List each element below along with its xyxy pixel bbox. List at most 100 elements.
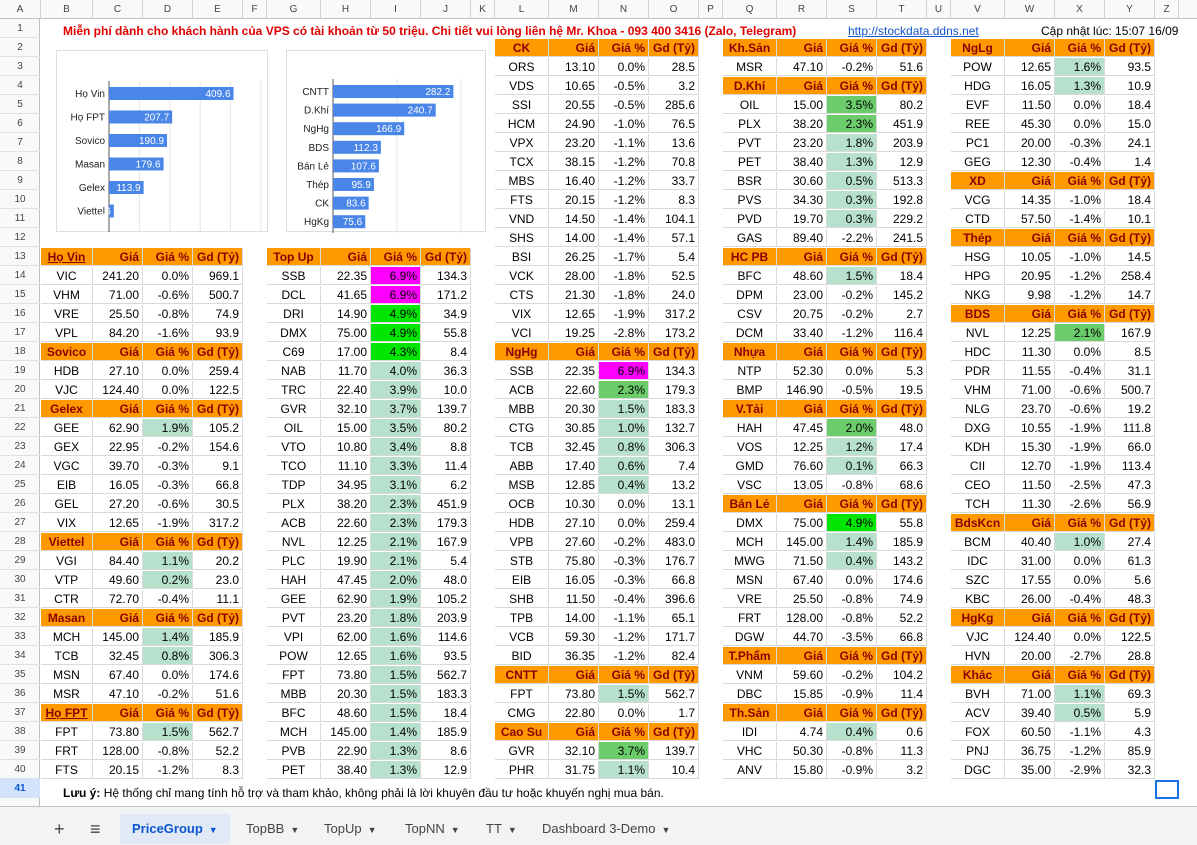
header-volume[interactable]: Gd (Tỷ)	[877, 704, 927, 722]
ticker-cell[interactable]: VSC	[723, 476, 777, 494]
sheet-tab-pricegroup[interactable]: PriceGroup ▼	[120, 814, 230, 844]
volume-cell[interactable]: 28.8	[1105, 647, 1155, 665]
ticker-cell[interactable]: SSB	[267, 267, 321, 285]
pct-change-cell[interactable]: -0.9%	[827, 761, 877, 779]
pct-change-cell[interactable]: -0.6%	[1055, 400, 1105, 418]
pct-change-cell[interactable]: -0.2%	[827, 286, 877, 304]
header-price[interactable]: Giá	[777, 248, 827, 266]
price-cell[interactable]: 60.50	[1005, 723, 1055, 741]
ticker-cell[interactable]: PNJ	[951, 742, 1005, 760]
volume-cell[interactable]: 173.2	[649, 324, 699, 342]
price-cell[interactable]: 84.40	[93, 552, 143, 570]
pct-change-cell[interactable]: 0.0%	[1055, 552, 1105, 570]
ticker-cell[interactable]: GVR	[495, 742, 549, 760]
header-volume[interactable]: Gd (Tỷ)	[193, 248, 243, 266]
group-header-h-fpt[interactable]: Họ FPT	[41, 704, 93, 722]
pct-change-cell[interactable]: 0.4%	[827, 723, 877, 741]
group-header-kh-s-n[interactable]: Kh.Sản	[723, 39, 777, 57]
price-cell[interactable]: 47.10	[777, 58, 827, 76]
ticker-cell[interactable]: ANV	[723, 761, 777, 779]
pct-change-cell[interactable]: 0.3%	[827, 210, 877, 228]
volume-cell[interactable]: 185.9	[193, 628, 243, 646]
volume-cell[interactable]: 93.5	[1105, 58, 1155, 76]
row-header-31[interactable]: 31	[0, 589, 40, 608]
header-pct[interactable]: Giá %	[827, 39, 877, 57]
volume-cell[interactable]: 1.7	[649, 704, 699, 722]
volume-cell[interactable]: 11.4	[421, 457, 471, 475]
volume-cell[interactable]: 396.6	[649, 590, 699, 608]
ticker-cell[interactable]: TCX	[495, 153, 549, 171]
volume-cell[interactable]: 3.2	[877, 761, 927, 779]
row-header-26[interactable]: 26	[0, 494, 40, 513]
pct-change-cell[interactable]: 0.0%	[827, 362, 877, 380]
group-header-sovico[interactable]: Sovico	[41, 343, 93, 361]
price-cell[interactable]: 84.20	[93, 324, 143, 342]
volume-cell[interactable]: 500.7	[193, 286, 243, 304]
ticker-cell[interactable]: OCB	[495, 495, 549, 513]
ticker-cell[interactable]: PVB	[267, 742, 321, 760]
volume-cell[interactable]: 2.7	[877, 305, 927, 323]
price-cell[interactable]: 23.70	[1005, 400, 1055, 418]
price-cell[interactable]: 11.10	[321, 457, 371, 475]
volume-cell[interactable]: 5.4	[649, 248, 699, 266]
pct-change-cell[interactable]: -0.4%	[1055, 590, 1105, 608]
ticker-cell[interactable]: PLC	[267, 552, 321, 570]
pct-change-cell[interactable]: 1.5%	[599, 400, 649, 418]
price-cell[interactable]: 9.98	[1005, 286, 1055, 304]
pct-change-cell[interactable]: -0.4%	[1055, 362, 1105, 380]
volume-cell[interactable]: 66.0	[1105, 438, 1155, 456]
ticker-cell[interactable]: VCB	[495, 628, 549, 646]
volume-cell[interactable]: 30.5	[193, 495, 243, 513]
volume-cell[interactable]: 74.9	[877, 590, 927, 608]
price-cell[interactable]: 12.65	[93, 514, 143, 532]
volume-cell[interactable]: 114.6	[421, 628, 471, 646]
header-volume[interactable]: Gd (Tỷ)	[193, 609, 243, 627]
ticker-cell[interactable]: GEL	[41, 495, 93, 513]
price-cell[interactable]: 12.25	[1005, 324, 1055, 342]
header-volume[interactable]: Gd (Tỷ)	[877, 400, 927, 418]
price-cell[interactable]: 89.40	[777, 229, 827, 247]
header-volume[interactable]: Gd (Tỷ)	[877, 647, 927, 665]
volume-cell[interactable]: 20.2	[193, 552, 243, 570]
row-header-38[interactable]: 38	[0, 722, 40, 741]
ticker-cell[interactable]: CEO	[951, 476, 1005, 494]
pct-change-cell[interactable]: -2.5%	[1055, 476, 1105, 494]
pct-change-cell[interactable]: 0.0%	[1055, 115, 1105, 133]
ticker-cell[interactable]: VIX	[41, 514, 93, 532]
volume-cell[interactable]: 65.1	[649, 609, 699, 627]
price-cell[interactable]: 12.65	[549, 305, 599, 323]
ticker-cell[interactable]: FOX	[951, 723, 1005, 741]
volume-cell[interactable]: 80.2	[421, 419, 471, 437]
ticker-cell[interactable]: TCO	[267, 457, 321, 475]
pct-change-cell[interactable]: 0.0%	[599, 495, 649, 513]
price-cell[interactable]: 22.35	[549, 362, 599, 380]
pct-change-cell[interactable]: -1.2%	[827, 324, 877, 342]
price-cell[interactable]: 11.50	[1005, 476, 1055, 494]
price-cell[interactable]: 14.50	[549, 210, 599, 228]
price-cell[interactable]: 32.45	[549, 438, 599, 456]
volume-cell[interactable]: 8.6	[421, 742, 471, 760]
chevron-down-icon[interactable]: ▼	[450, 825, 460, 835]
header-volume[interactable]: Gd (Tỷ)	[1105, 229, 1155, 247]
ticker-cell[interactable]: VTO	[267, 438, 321, 456]
ticker-cell[interactable]: DBC	[723, 685, 777, 703]
header-volume[interactable]: Gd (Tỷ)	[193, 343, 243, 361]
volume-cell[interactable]: 17.4	[877, 438, 927, 456]
volume-cell[interactable]: 174.6	[877, 571, 927, 589]
ticker-cell[interactable]: DRI	[267, 305, 321, 323]
volume-cell[interactable]: 19.2	[1105, 400, 1155, 418]
ticker-cell[interactable]: MCH	[723, 533, 777, 551]
pct-change-cell[interactable]: 0.0%	[827, 571, 877, 589]
price-cell[interactable]: 16.40	[549, 172, 599, 190]
pct-change-cell[interactable]: 0.2%	[143, 571, 193, 589]
volume-cell[interactable]: 18.4	[421, 704, 471, 722]
row-header-27[interactable]: 27	[0, 513, 40, 532]
ticker-cell[interactable]: MSR	[723, 58, 777, 76]
column-header-x[interactable]: X	[1055, 0, 1105, 19]
volume-cell[interactable]: 8.4	[421, 343, 471, 361]
group-header-h-vin[interactable]: Họ Vin	[41, 248, 93, 266]
volume-cell[interactable]: 5.4	[421, 552, 471, 570]
ticker-cell[interactable]: GVR	[267, 400, 321, 418]
ticker-cell[interactable]: VGC	[41, 457, 93, 475]
ticker-cell[interactable]: MSN	[723, 571, 777, 589]
